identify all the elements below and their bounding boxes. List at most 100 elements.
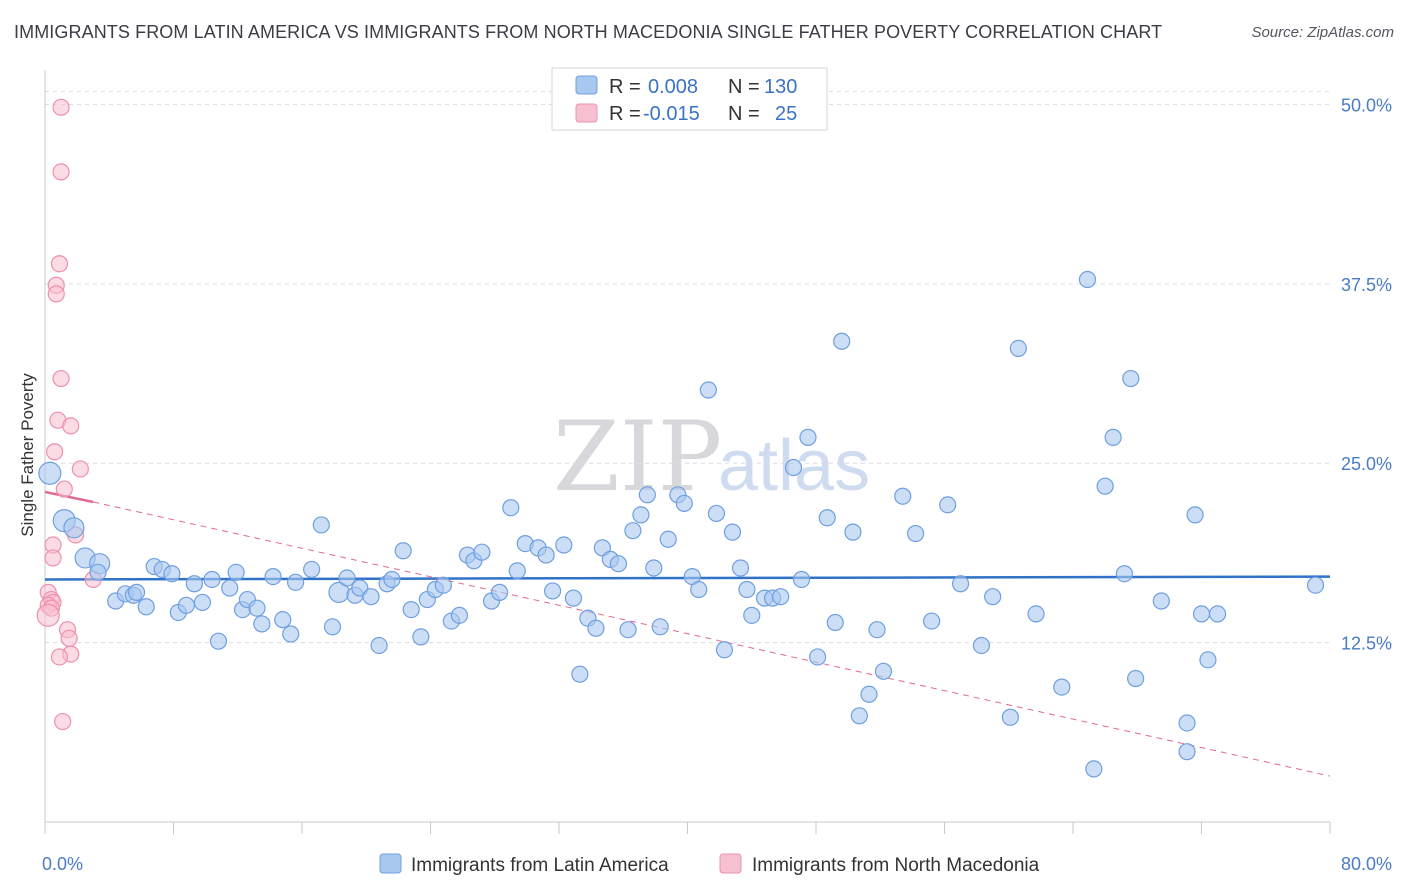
point-latin-america-2 — [63, 517, 85, 539]
point-latin-america-69 — [624, 522, 642, 540]
point-latin-america-41 — [394, 542, 412, 560]
point-latin-america-85 — [743, 606, 761, 624]
axes — [44, 70, 1331, 834]
point-latin-america-120 — [1178, 714, 1196, 732]
legend-r-value-pink: -0.015 — [643, 103, 700, 125]
point-latin-america-17 — [193, 593, 212, 612]
tick-labels: 12.5% 25.0% 37.5% 50.0% 0.0% 80.0% — [42, 95, 1392, 874]
point-latin-america-26 — [264, 567, 282, 586]
point-latin-america-13 — [163, 565, 181, 583]
legend: R = 0.008 N = 130 R = -0.015 N = 25 — [551, 67, 828, 131]
point-latin-america-30 — [303, 560, 321, 579]
point-latin-america-62 — [571, 665, 589, 683]
point-north-macedonia-0 — [52, 98, 70, 116]
point-north-macedonia-4 — [47, 285, 65, 303]
point-latin-america-59 — [543, 582, 562, 600]
legend-r-label-blue: R = — [609, 76, 641, 98]
point-latin-america-114 — [1096, 477, 1114, 495]
y-tick-label-1: 25.0% — [1341, 454, 1392, 474]
point-latin-america-42 — [402, 601, 420, 619]
legend-n-value-blue: 130 — [764, 76, 797, 98]
series-north-macedonia-points — [36, 98, 102, 731]
point-latin-america-15 — [177, 596, 195, 614]
point-latin-america-70 — [632, 506, 650, 524]
point-latin-america-108 — [1001, 708, 1019, 726]
point-north-macedonia-13 — [44, 549, 62, 567]
point-latin-america-9 — [127, 583, 146, 601]
legend-n-value-pink: 25 — [775, 103, 797, 125]
point-latin-america-105 — [951, 575, 970, 593]
point-north-macedonia-1 — [52, 163, 70, 181]
point-latin-america-119 — [1152, 592, 1170, 610]
point-latin-america-112 — [1078, 270, 1097, 289]
trend-line-north-macedonia — [44, 490, 94, 504]
point-latin-america-113 — [1085, 760, 1103, 778]
point-north-macedonia-2 — [50, 255, 69, 273]
point-latin-america-28 — [282, 625, 300, 643]
bottom-legend-label-pink: Immigrants from North Macedonia — [752, 855, 1040, 876]
point-latin-america-126 — [1306, 576, 1325, 594]
point-north-macedonia-22 — [60, 629, 78, 647]
point-latin-america-98 — [860, 685, 878, 703]
point-latin-america-80 — [707, 504, 726, 523]
y-tick-label-2: 37.5% — [1341, 275, 1392, 295]
point-latin-america-79 — [699, 381, 717, 399]
point-latin-america-106 — [972, 636, 991, 655]
point-latin-america-21 — [227, 563, 245, 581]
legend-box — [551, 67, 828, 131]
point-north-macedonia-7 — [62, 417, 80, 435]
point-latin-america-24 — [248, 599, 266, 617]
legend-swatch-blue — [575, 75, 598, 95]
point-latin-america-76 — [675, 494, 693, 513]
point-north-macedonia-9 — [71, 460, 89, 478]
point-latin-america-25 — [253, 615, 271, 633]
point-latin-america-55 — [508, 562, 526, 580]
point-latin-america-16 — [185, 575, 203, 593]
watermark: ZIP atlas — [553, 401, 870, 513]
y-axis-title: Single Father Poverty — [18, 373, 37, 537]
point-latin-america-88 — [772, 588, 790, 606]
point-latin-america-29 — [286, 573, 305, 591]
point-latin-america-111 — [1053, 678, 1071, 696]
point-latin-america-18 — [203, 570, 221, 589]
point-latin-america-92 — [809, 648, 827, 666]
point-latin-america-72 — [645, 559, 663, 577]
point-latin-america-67 — [609, 555, 628, 573]
legend-swatch-pink — [575, 103, 598, 123]
legend-r-value-blue: 0.008 — [648, 76, 698, 98]
point-latin-america-81 — [715, 641, 734, 659]
series-latin-america-points — [38, 270, 1325, 778]
point-latin-america-125 — [1178, 743, 1196, 761]
point-latin-america-96 — [844, 523, 862, 541]
y-tick-label-3: 50.0% — [1341, 95, 1392, 115]
point-latin-america-100 — [874, 662, 893, 680]
point-latin-america-101 — [894, 487, 912, 505]
chart-title: IMMIGRANTS FROM LATIN AMERICA VS IMMIGRA… — [14, 22, 1163, 42]
point-latin-america-116 — [1115, 565, 1134, 583]
point-latin-america-68 — [619, 621, 637, 639]
bottom-legend-swatch-pink — [719, 853, 742, 874]
point-latin-america-54 — [502, 499, 520, 517]
point-latin-america-117 — [1122, 369, 1140, 388]
grid-lines — [45, 91, 1330, 644]
point-latin-america-40 — [383, 570, 401, 589]
point-latin-america-83 — [731, 559, 750, 577]
legend-n-label-pink: N = — [728, 103, 760, 125]
point-north-macedonia-8 — [46, 443, 64, 461]
point-latin-america-20 — [221, 579, 239, 597]
point-latin-america-107 — [984, 588, 1002, 606]
point-latin-america-60 — [555, 536, 573, 554]
point-latin-america-43 — [412, 628, 430, 646]
point-latin-america-27 — [274, 611, 292, 629]
point-latin-america-74 — [659, 530, 677, 548]
point-latin-america-51 — [473, 543, 491, 561]
point-latin-america-58 — [537, 546, 555, 564]
point-latin-america-78 — [690, 580, 708, 599]
bottom-legend-label-blue: Immigrants from Latin America — [411, 855, 669, 876]
legend-n-label-blue: N = — [728, 76, 760, 98]
point-latin-america-71 — [638, 486, 656, 504]
point-latin-america-10 — [137, 598, 155, 616]
trend-line-north-macedonia-extension — [93, 501, 1331, 777]
point-latin-america-115 — [1104, 428, 1122, 446]
point-latin-america-99 — [868, 621, 886, 639]
